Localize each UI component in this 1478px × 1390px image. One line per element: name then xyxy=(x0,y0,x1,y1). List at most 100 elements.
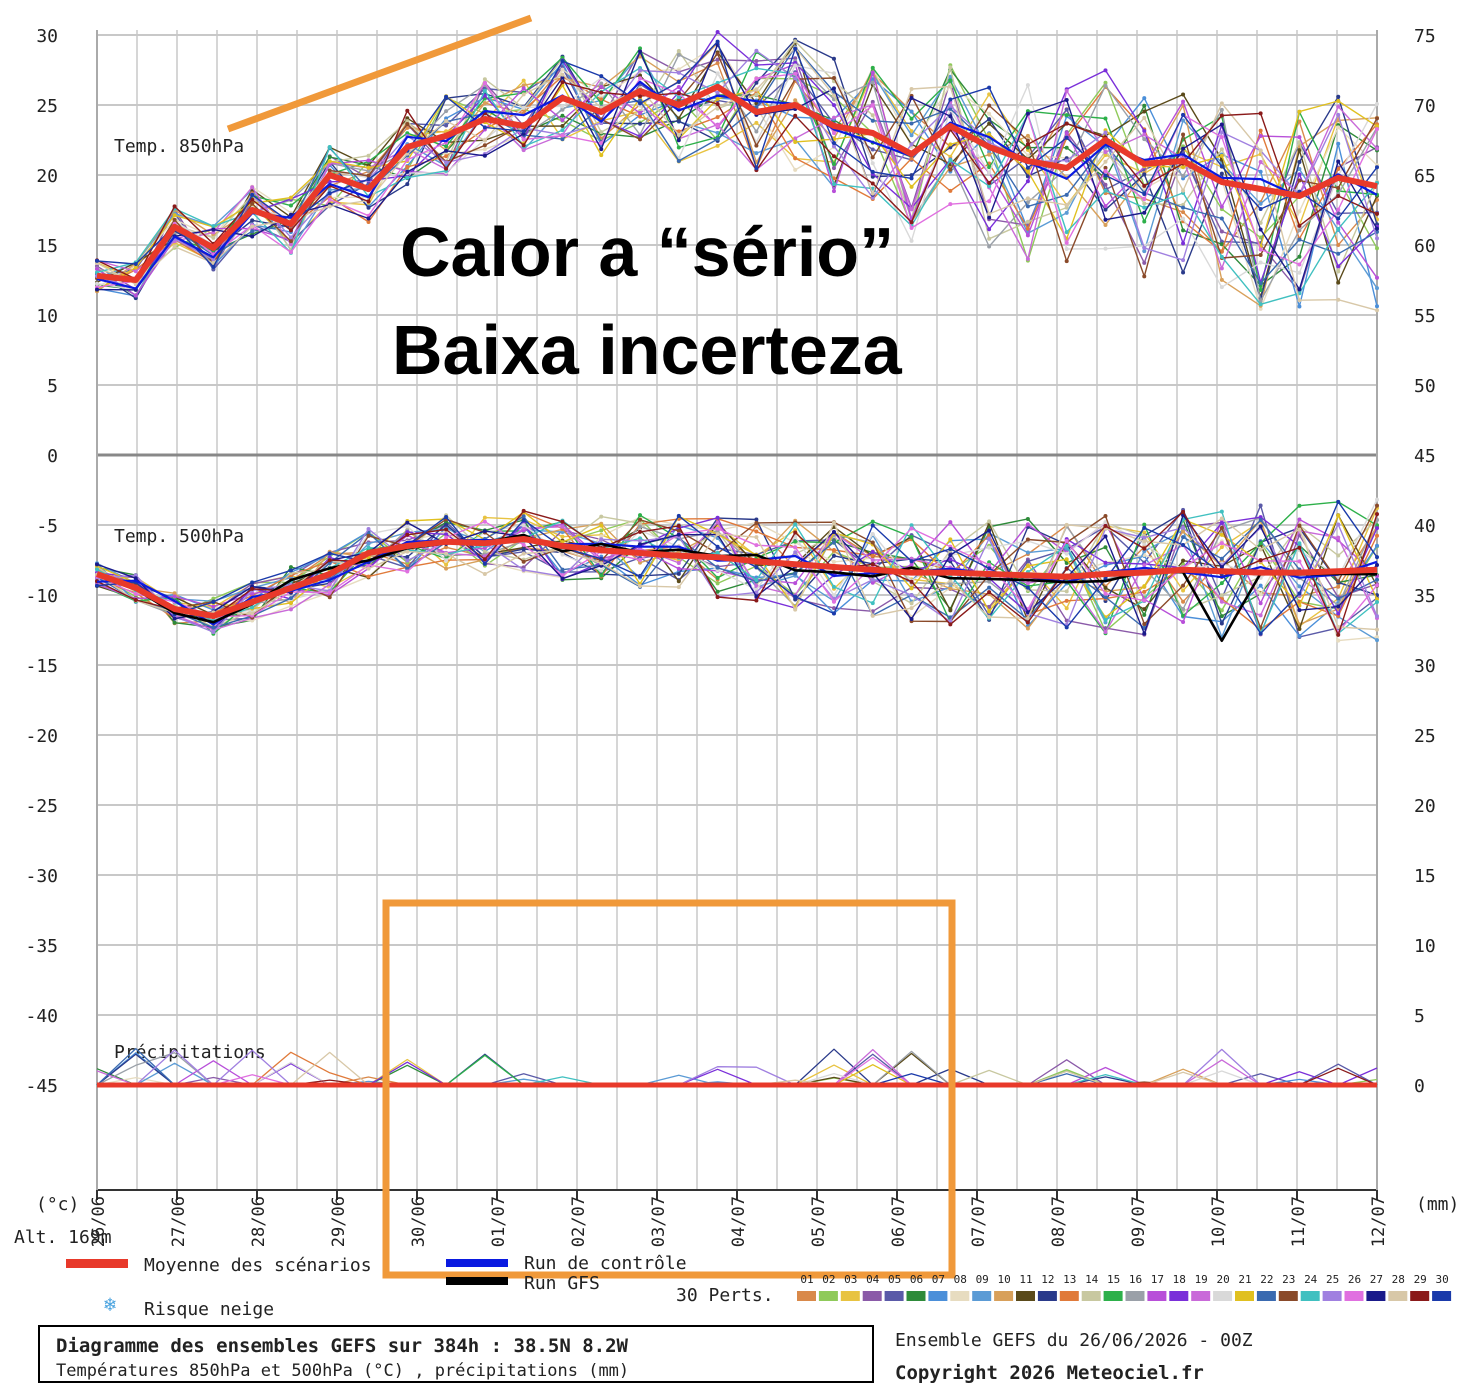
legend-pert-number: 03 xyxy=(844,1273,857,1286)
member-850-line-point xyxy=(250,224,255,229)
member-850-line-point xyxy=(405,151,410,156)
member-850-line-point xyxy=(444,144,449,149)
member-850-line-point xyxy=(1336,264,1341,269)
member-850-line-point xyxy=(1258,111,1263,116)
member-850-line-point xyxy=(172,217,177,222)
member-500-line-point xyxy=(1025,522,1030,527)
member-850-line-point xyxy=(715,115,720,120)
legend-pert-swatch xyxy=(1366,1291,1386,1301)
member-850-line-point xyxy=(754,151,759,156)
member-850-line-point xyxy=(1103,207,1108,212)
x-tick-label: 27/06 xyxy=(169,1196,189,1247)
member-850-line-point xyxy=(405,116,410,121)
member-850-line-point xyxy=(638,76,643,81)
member-500-line-point xyxy=(831,548,836,553)
member-850-line-point xyxy=(133,265,138,270)
member-500-line-point xyxy=(754,543,759,548)
member-500-line-point xyxy=(793,594,798,599)
member-500-line-point xyxy=(1064,551,1069,556)
member-850-line-point xyxy=(909,109,914,114)
member-500-line-point xyxy=(831,559,836,564)
legend-pert-number: 20 xyxy=(1216,1273,1229,1286)
right-tick-label: 75 xyxy=(1414,26,1436,47)
member-850-line-point xyxy=(250,234,255,239)
left-tick-label: 10 xyxy=(36,306,58,327)
left-tick-label: -20 xyxy=(25,726,58,747)
member-500-line-point xyxy=(327,590,332,595)
member-850-line-point xyxy=(444,148,449,153)
left-tick-label: 15 xyxy=(36,236,58,257)
member-500-line-point xyxy=(521,526,526,531)
member-500-line-point xyxy=(327,558,332,563)
member-850-line-point xyxy=(599,90,604,95)
member-500-line-point xyxy=(288,604,293,609)
member-850-line-point xyxy=(870,181,875,186)
member-850-line-point xyxy=(1103,83,1108,88)
member-850-line-point xyxy=(1103,150,1108,155)
member-500-line-point xyxy=(638,513,643,518)
member-850-line-point xyxy=(1336,167,1341,172)
member-850-line-point xyxy=(1375,124,1379,129)
member-850-line-point xyxy=(211,264,216,269)
member-850-line-point xyxy=(1297,262,1302,267)
member-500-line-point xyxy=(715,575,720,580)
left-tick-label: 20 xyxy=(36,166,58,187)
member-850-line-point xyxy=(405,169,410,174)
member-850-line-point xyxy=(288,203,293,208)
member-500-line-point xyxy=(831,593,836,598)
member-850-line-point xyxy=(1336,104,1341,109)
member-500-line-point xyxy=(1181,613,1186,618)
member-850-line-point xyxy=(754,59,759,64)
member-500-line-point xyxy=(521,523,526,528)
member-850-line-point xyxy=(1181,112,1186,117)
member-500-line-point xyxy=(521,508,526,513)
member-500-line-point xyxy=(560,534,565,539)
legend-pert-swatch xyxy=(1388,1291,1408,1301)
member-850-line-point xyxy=(1219,285,1224,290)
member-850-line-point xyxy=(250,229,255,234)
member-500-line-point xyxy=(676,523,681,528)
member-500-line-point xyxy=(870,549,875,554)
member-500-line-point xyxy=(793,545,798,550)
member-500-line-point xyxy=(482,549,487,554)
member-500-line-point xyxy=(1375,597,1379,602)
legend-pert-swatch xyxy=(950,1291,970,1301)
legend-pert-swatch xyxy=(906,1291,926,1301)
legend-pert-swatch xyxy=(1191,1291,1211,1301)
member-500-line-point xyxy=(1142,539,1147,544)
member-850-line-point xyxy=(1258,128,1263,133)
member-850-line-point xyxy=(831,86,836,91)
member-850-line-point xyxy=(754,143,759,148)
member-500-line-point xyxy=(870,613,875,618)
member-500-line-point xyxy=(211,599,216,604)
member-500-line-point xyxy=(1103,545,1108,550)
member-850-line-point xyxy=(1336,125,1341,130)
member-850-line-point xyxy=(1142,205,1147,210)
member-850-line-point xyxy=(1336,99,1341,104)
panel-label: Précipitations xyxy=(114,1042,266,1063)
member-850-line-point xyxy=(870,147,875,152)
member-850-line-point xyxy=(1142,115,1147,120)
member-850-line-point xyxy=(1064,240,1069,245)
member-850-line-point xyxy=(870,70,875,75)
member-850-line-point xyxy=(366,216,371,221)
member-850-line-point xyxy=(638,98,643,103)
member-850-line-point xyxy=(95,258,99,263)
member-850-line-point xyxy=(793,76,798,81)
member-850-line-point xyxy=(211,224,216,229)
member-500-line-point xyxy=(560,519,565,524)
member-850-line-point xyxy=(793,39,798,44)
member-850-line-point xyxy=(715,143,720,148)
member-500-line-point xyxy=(1258,515,1263,520)
member-850-line-point xyxy=(1103,116,1108,121)
member-850-line-point xyxy=(1297,298,1302,303)
member-850-line-point xyxy=(1181,132,1186,137)
member-500-line-point xyxy=(638,524,643,529)
member-850-line-point xyxy=(987,111,992,116)
legend-gfs-swatch xyxy=(446,1277,508,1285)
member-500-line-point xyxy=(1297,591,1302,596)
member-500-line-point xyxy=(1375,577,1379,582)
member-500-line-point xyxy=(1297,503,1302,508)
member-500-line-point xyxy=(754,594,759,599)
member-500-line-point xyxy=(948,581,953,586)
